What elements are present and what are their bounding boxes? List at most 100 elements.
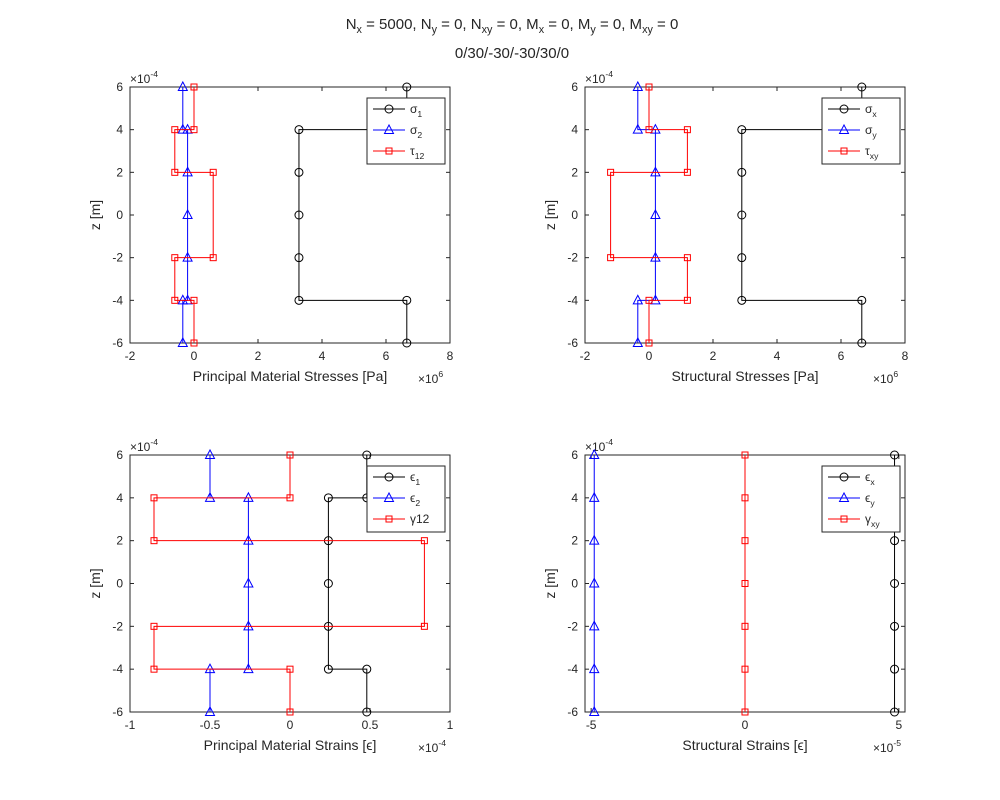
y-tick-label: 2 [116,165,123,179]
y-tick-label: 0 [116,577,123,591]
y-tick-label: -2 [567,619,578,633]
triangle-marker [177,80,189,91]
x-tick-label: -2 [580,349,591,363]
square-marker [741,580,749,587]
legend-label: τxy [865,144,879,161]
y-tick-label: -4 [567,293,578,307]
square-marker [190,83,198,91]
y-axis-label: z [m] [87,200,103,230]
square-marker [171,254,179,262]
x-axis-label: Structural Stresses [Pa] [671,368,818,384]
triangle-marker [650,251,661,262]
legend-entry: ϵ2 [373,491,420,508]
triangle-marker [204,491,216,502]
square-marker [420,622,428,630]
square-marker [286,494,294,502]
y-tick-label: -6 [112,336,123,350]
circle-marker [857,338,867,348]
square-marker [683,168,691,176]
y-tick-label: 2 [571,534,578,548]
circle-marker [323,579,333,588]
legend-label: τ12 [410,144,425,161]
y-tick-label: 4 [116,123,123,137]
circle-marker [362,450,372,460]
series-square [171,83,217,347]
circle-marker [323,493,333,503]
circle-marker [890,536,900,546]
series-line [153,455,425,712]
circle-marker [890,450,900,460]
y-tick-label: 2 [571,165,578,179]
series-line [327,455,368,712]
triangle-marker [383,123,395,134]
legend-entry: γ12 [373,512,430,526]
x-tick-label: 8 [902,349,909,363]
square-marker [209,254,217,262]
x-tick-label: 4 [319,349,326,363]
square-marker [741,451,749,459]
series-line [174,87,214,343]
x-tick-label: 2 [255,349,262,363]
figure-title-loads: Nx = 5000, Ny = 0, Nxy = 0, Mx = 0, My =… [346,16,679,36]
legend-entry: τ12 [373,144,425,161]
subplot-structural-stresses: -2 0 2 4 6 8 -6 -4 -2 0 2 4 6 ×10-4 ×106 Structural Str… [542,69,909,386]
x-tick-label: -2 [125,349,136,363]
series-square [741,451,749,716]
series-triangle [588,448,600,716]
triangle-marker [243,491,254,502]
circle-marker [362,664,372,674]
y-tick-label: -2 [567,251,578,265]
x-tick-label: 6 [838,349,845,363]
y-tick-label: -2 [112,251,123,265]
triangle-marker [650,123,661,134]
circle-marker [384,104,394,114]
square-marker [741,622,749,630]
triangle-marker [204,448,216,459]
square-marker [741,494,749,502]
x-exponent-label: ×106 [418,369,443,386]
y-axis-label: z [m] [87,568,103,598]
triangle-marker [650,166,661,177]
square-marker [286,451,294,459]
triangle-marker [838,491,850,502]
triangle-marker [588,491,600,502]
series-line [637,87,656,343]
x-tick-label: 0 [191,349,198,363]
legend-label: σx [865,102,877,119]
series-square [607,83,691,347]
circle-marker [294,210,304,220]
subplot-principal-strains: -1 -0.5 0 0.5 1 -6 -4 -2 0 2 4 6 ×10-4 ×10-4 Principal… [87,437,454,755]
legend-label: σ2 [410,123,422,140]
y-axis-label: z [m] [542,568,558,598]
circle-marker [737,167,747,177]
circle-marker [839,472,849,482]
y-tick-label: -4 [112,662,123,676]
square-marker [741,708,749,716]
legend-label: γ12 [410,512,430,526]
legend-entry: ϵ1 [373,470,420,487]
triangle-marker [632,294,644,305]
circle-marker [890,664,900,674]
x-tick-label: 0 [742,718,749,732]
circle-marker [737,253,747,263]
legend-entry: σy [828,123,877,140]
x-tick-label: 2 [710,349,717,363]
triangle-marker [650,208,661,219]
series-line [610,87,688,343]
triangle-marker [182,166,193,177]
triangle-marker [243,534,254,545]
square-marker [171,168,179,176]
circle-marker [839,104,849,114]
triangle-marker [243,620,254,631]
legend-entry: σx [828,102,877,119]
legend-label: σ1 [410,102,422,119]
y-tick-label: 2 [116,534,123,548]
legend-box [821,465,901,533]
square-marker [171,126,179,134]
square-marker [840,515,848,523]
legend-entry: ϵy [828,491,875,508]
square-marker [286,708,294,716]
y-tick-label: -6 [567,336,578,350]
x-exponent-label: ×10-5 [873,738,901,755]
